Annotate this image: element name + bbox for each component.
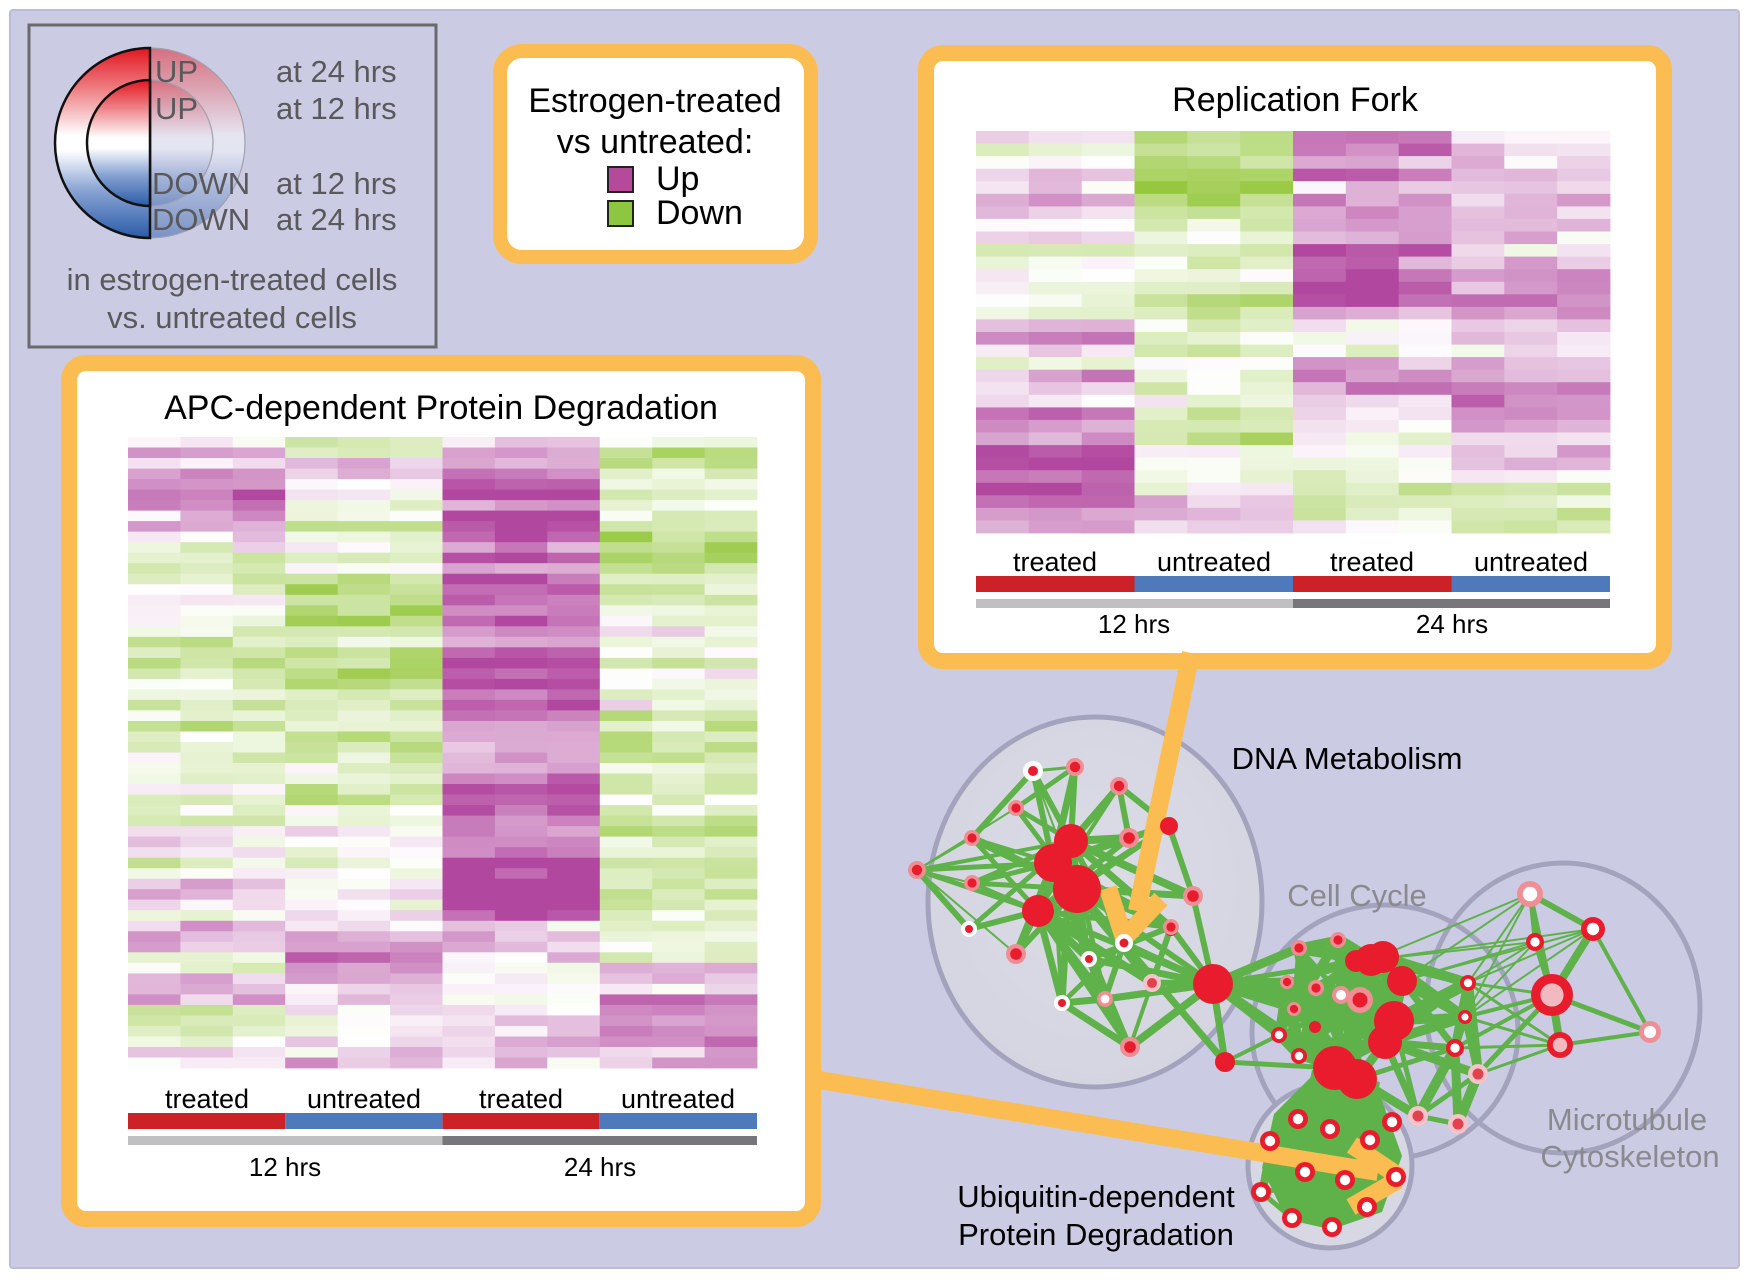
svg-text:vs untreated:: vs untreated: [557,123,754,161]
svg-text:Cell Cycle: Cell Cycle [1287,878,1427,913]
svg-text:APC-dependent Protein Degradat: APC-dependent Protein Degradation [164,389,718,427]
svg-text:vs. untreated cells: vs. untreated cells [107,300,357,335]
svg-text:untreated: untreated [1157,547,1271,577]
svg-text:Up: Up [656,160,699,198]
svg-text:Ubiquitin-dependent: Ubiquitin-dependent [957,1179,1235,1214]
svg-text:Protein Degradation: Protein Degradation [958,1217,1234,1252]
svg-text:DOWN: DOWN [152,166,250,201]
svg-text:24 hrs: 24 hrs [1416,609,1488,639]
svg-text:Down: Down [656,194,743,232]
svg-text:UP: UP [155,54,198,89]
svg-text:12 hrs: 12 hrs [1098,609,1170,639]
svg-text:treated: treated [479,1084,563,1114]
svg-text:at 24 hrs: at 24 hrs [276,202,397,237]
svg-text:24 hrs: 24 hrs [564,1152,636,1182]
svg-text:Estrogen-treated: Estrogen-treated [528,82,781,120]
svg-text:untreated: untreated [621,1084,735,1114]
svg-text:in estrogen-treated cells: in estrogen-treated cells [67,262,398,297]
svg-text:at 24 hrs: at 24 hrs [276,54,397,89]
svg-text:untreated: untreated [307,1084,421,1114]
svg-text:treated: treated [1013,547,1097,577]
svg-text:DNA Metabolism: DNA Metabolism [1232,741,1463,776]
svg-text:Cytoskeleton: Cytoskeleton [1540,1139,1719,1174]
svg-text:treated: treated [1330,547,1414,577]
svg-text:treated: treated [165,1084,249,1114]
svg-text:12 hrs: 12 hrs [249,1152,321,1182]
svg-text:UP: UP [155,91,198,126]
svg-text:untreated: untreated [1474,547,1588,577]
svg-text:Microtubule: Microtubule [1547,1102,1707,1137]
svg-text:DOWN: DOWN [152,202,250,237]
svg-text:Replication Fork: Replication Fork [1172,81,1419,119]
svg-text:at 12 hrs: at 12 hrs [276,91,397,126]
svg-text:at 12 hrs: at 12 hrs [276,166,397,201]
